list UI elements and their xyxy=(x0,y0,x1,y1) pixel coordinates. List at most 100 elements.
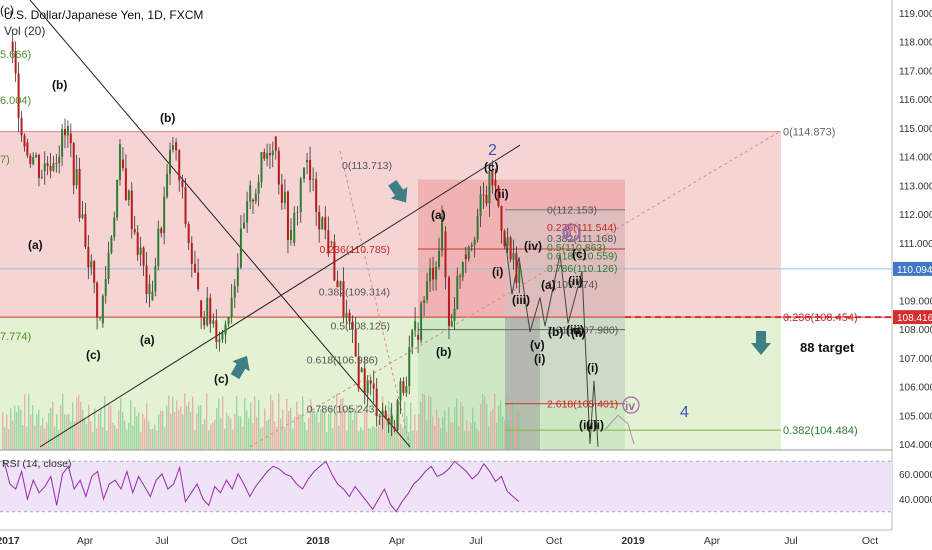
left-edge-label: 6.004) xyxy=(0,95,31,107)
candle-body xyxy=(339,281,342,288)
candle-body xyxy=(17,73,20,118)
volume-bar xyxy=(412,430,414,450)
down-arrow-icon xyxy=(388,179,408,203)
candle-body xyxy=(369,380,372,384)
wave-circle xyxy=(562,223,580,241)
wave-label: iv xyxy=(625,399,635,413)
candle-body xyxy=(485,194,488,204)
candle-body xyxy=(218,339,221,342)
volume-bar xyxy=(84,419,86,450)
wave-label: (b) xyxy=(436,345,451,359)
volume-bar xyxy=(116,428,118,450)
candle-body xyxy=(130,190,133,230)
volume-bar xyxy=(300,414,302,450)
volume-bar xyxy=(64,414,66,450)
candle-body xyxy=(197,272,200,289)
y-tick-label: 113.000 xyxy=(899,181,932,192)
candle-body xyxy=(26,142,29,156)
volume-bar xyxy=(342,398,344,450)
volume-bar xyxy=(34,425,36,450)
volume-bar xyxy=(70,421,72,450)
candle-body xyxy=(447,277,450,327)
candle-body xyxy=(417,334,420,340)
y-tick-label: 117.000 xyxy=(899,66,932,77)
volume-bar xyxy=(268,419,270,450)
wave-projection-path xyxy=(504,237,599,447)
volume-bar xyxy=(256,416,258,450)
volume-bar xyxy=(312,410,314,450)
volume-bar xyxy=(482,394,484,450)
volume-bar xyxy=(192,396,194,450)
candle-body xyxy=(87,247,90,268)
volume-bar xyxy=(140,431,142,450)
volume-bar xyxy=(162,410,164,450)
candle-body xyxy=(491,170,494,186)
volume-bar xyxy=(24,394,26,450)
volume-bar xyxy=(204,419,206,450)
volume-bar xyxy=(280,418,282,450)
volume-bar xyxy=(8,428,10,450)
candle-body xyxy=(14,51,17,74)
candle-body xyxy=(181,180,184,187)
volume-bar xyxy=(254,396,256,450)
candle-body xyxy=(318,211,321,230)
volume-bar xyxy=(322,408,324,450)
volume-bar xyxy=(134,407,136,450)
candle-body xyxy=(503,230,506,247)
volume-bar xyxy=(384,417,386,450)
volume-bar xyxy=(42,417,44,450)
arrow-shape xyxy=(230,355,250,380)
volume-bar xyxy=(136,415,138,450)
volume-bar xyxy=(108,403,110,450)
volume-bar xyxy=(210,424,212,450)
wave-label: (ii) xyxy=(568,274,583,288)
volume-bar xyxy=(490,411,492,450)
volume-bar xyxy=(416,431,418,450)
candle-body xyxy=(75,168,78,186)
candle-body xyxy=(215,320,218,342)
candle-body xyxy=(254,193,257,202)
volume-bar xyxy=(434,425,436,450)
volume-bar xyxy=(174,412,176,450)
volume-bar xyxy=(50,407,52,450)
candle-body xyxy=(139,247,142,255)
volume-bar xyxy=(508,419,510,450)
rsi-band xyxy=(0,461,892,512)
candle-body xyxy=(309,159,312,181)
candle-body xyxy=(444,231,447,278)
volume-bar xyxy=(66,414,68,450)
y-tick-label: 119.000 xyxy=(899,9,932,20)
volume-bar xyxy=(432,416,434,450)
wave-label: (b) xyxy=(52,78,67,92)
wave-label: (v) xyxy=(530,338,545,352)
volume-bar xyxy=(378,419,380,450)
retracement-diagonal xyxy=(339,150,411,447)
wave-label: (i) xyxy=(587,361,598,375)
volume-bar xyxy=(120,398,122,450)
volume-bar xyxy=(266,420,268,450)
candle-body xyxy=(435,266,438,280)
y-tick-label: 112.000 xyxy=(899,210,932,221)
candle-body xyxy=(348,312,351,322)
volume-bar xyxy=(152,428,154,450)
volume-bar xyxy=(276,426,278,450)
y-tick-label: 108.000 xyxy=(899,325,932,336)
fib-label-right: 0.618(110.559) xyxy=(547,251,617,263)
candle-body xyxy=(133,229,136,233)
candle-body xyxy=(142,247,145,266)
volume-bar xyxy=(184,393,186,450)
volume-bar xyxy=(362,429,364,450)
candle-body xyxy=(467,246,470,260)
x-tick-label: Jul xyxy=(155,535,168,547)
volume-bar xyxy=(82,409,84,450)
wave-circle xyxy=(622,396,640,414)
volume-bar xyxy=(12,420,14,450)
candle-body xyxy=(193,263,196,273)
rsi-line xyxy=(3,460,520,513)
wave-label: (iii) xyxy=(512,293,530,307)
candle-body xyxy=(61,129,64,157)
volume-bar xyxy=(504,419,506,450)
volume-bar xyxy=(92,431,94,450)
y-tick-label: 107.000 xyxy=(899,354,932,365)
